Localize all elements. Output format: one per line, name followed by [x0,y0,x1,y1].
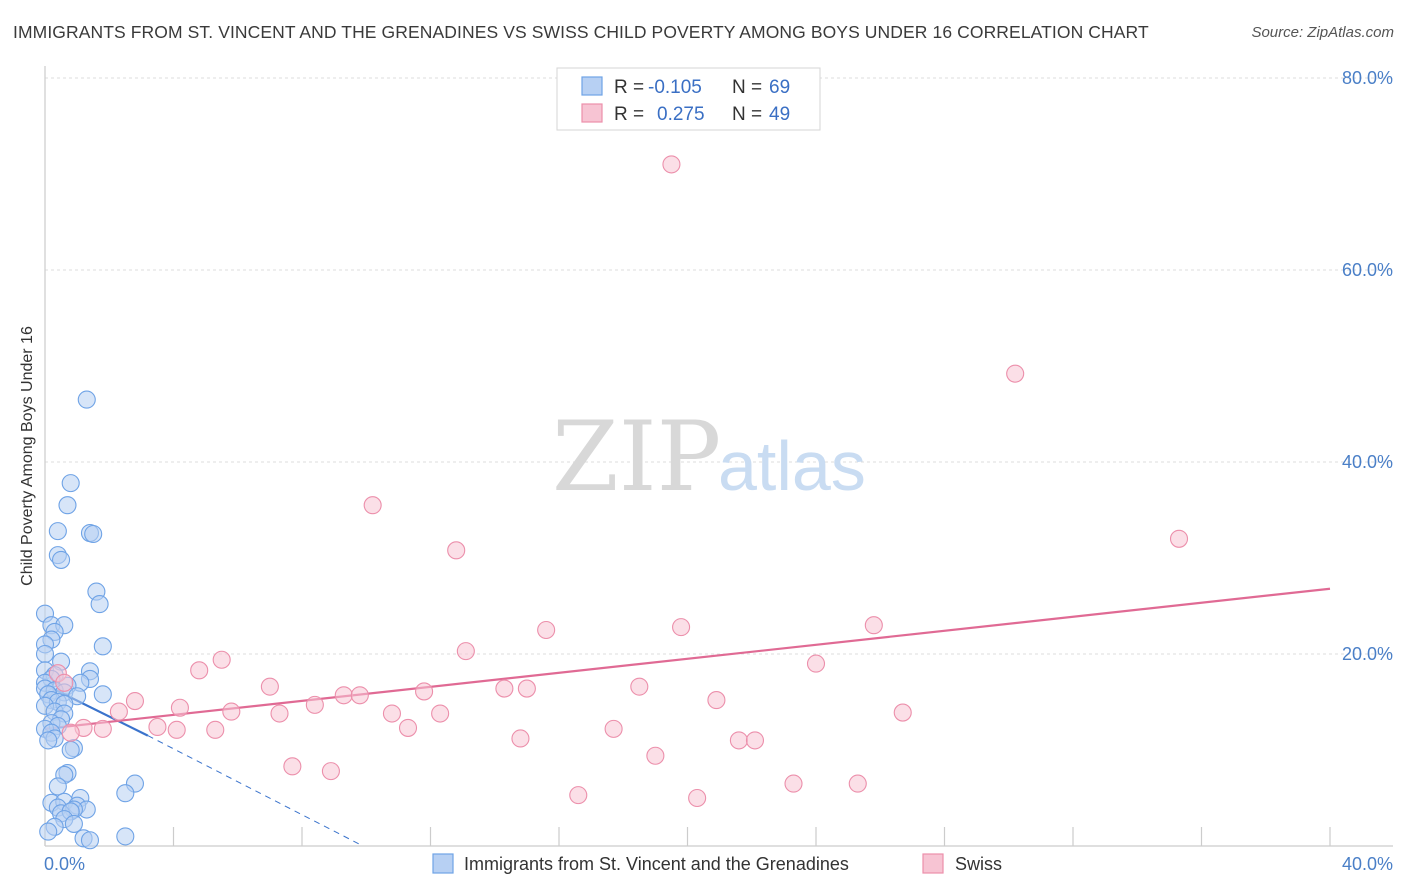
point-series1-3 [1169,529,1189,548]
point-series0-52 [116,784,135,803]
point-series1-9 [212,650,231,669]
point-series1-4 [447,541,466,560]
point-series0-9 [90,595,109,614]
point-series1-47 [688,788,707,808]
watermark-atlas: atlas [718,427,866,505]
point-series0-45 [39,731,58,750]
point-series1-0 [662,155,681,174]
point-series0-47 [61,740,80,760]
point-series1-13 [55,673,74,692]
point-series1-42 [283,757,302,776]
point-series0-16 [93,637,112,656]
point-series0-63 [64,814,83,833]
legend-swatch-blue [581,76,603,96]
legend-n-label-pink: N = [732,104,762,125]
point-series1-40 [745,731,765,750]
chart-source: Source: ZipAtlas.com [1251,24,1394,41]
point-series1-17 [630,677,649,696]
point-series1-32 [93,719,112,738]
point-series1-2 [363,496,382,515]
point-series1-48 [61,723,80,742]
point-series0-5 [84,524,103,544]
bottom-legend-label-pink: Swiss [955,854,1002,874]
point-series1-19 [334,686,353,705]
point-series1-22 [707,691,726,710]
watermark-zip: ZIP [552,401,721,513]
bottom-legend-swatch-blue [432,853,454,874]
point-series1-7 [864,616,883,635]
trend-line-pink [44,587,1331,730]
point-series1-18 [415,682,434,701]
y-tick-label-0: 20.0% [1342,644,1393,664]
bottom-legend-label-blue: Immigrants from St. Vincent and the Gren… [464,854,849,874]
legend-r-label-blue: R = [614,77,644,98]
point-series0-50 [48,777,67,796]
point-series1-33 [148,717,167,737]
legend-n-value-pink: 49 [769,104,790,125]
legend-r-label-pink: R = [614,104,644,125]
point-series1-1 [1006,364,1025,383]
point-series1-38 [511,729,530,748]
legend: R = -0.105 N = 69 R = 0.275 N = 49 [556,67,821,131]
point-series1-5 [537,620,556,640]
point-series1-44 [784,774,803,793]
point-series1-43 [321,762,340,781]
point-series1-36 [398,718,418,737]
y-tick-label-1: 40.0% [1342,452,1393,472]
point-series1-39 [729,731,748,750]
point-series0-68 [39,822,58,841]
point-series1-35 [206,720,225,739]
point-series0-66 [116,827,135,846]
tick-labels: 20.0% 40.0% 60.0% 80.0% 0.0% 40.0% [44,68,1393,874]
x-tick-label-0: 0.0% [44,854,85,874]
chart-title: IMMIGRANTS FROM ST. VINCENT AND THE GREN… [13,22,1149,42]
legend-r-value-blue: -0.105 [648,77,702,98]
point-series1-16 [517,679,536,698]
point-series1-46 [569,786,588,805]
legend-n-label-blue: N = [732,77,762,98]
point-series1-37 [604,719,623,738]
point-series0-0 [77,390,96,409]
bottom-legend: Immigrants from St. Vincent and the Gren… [432,853,1002,874]
point-series1-41 [646,746,665,765]
legend-r-value-pink: 0.275 [657,104,705,125]
point-series1-14 [260,677,279,696]
point-series1-20 [350,686,369,705]
bottom-legend-swatch-pink [922,853,944,874]
point-series1-28 [431,704,450,723]
grid-lines [45,77,1393,655]
point-series1-25 [222,702,241,721]
point-series1-30 [109,702,128,721]
legend-swatch-pink [581,103,603,123]
legend-n-value-blue: 69 [769,77,790,98]
point-series1-6 [672,618,691,637]
point-series1-15 [495,679,514,698]
point-series1-34 [167,720,186,739]
point-series1-23 [170,698,189,717]
trend-line-blue-extension [147,735,364,847]
point-series0-2 [58,496,77,515]
y-tick-label-2: 60.0% [1342,260,1393,280]
point-series1-11 [190,661,209,680]
point-series1-24 [305,695,324,714]
point-series0-3 [48,522,67,541]
watermark: ZIP atlas [552,401,866,513]
point-series0-7 [52,550,71,569]
axes [44,66,1393,847]
point-series1-8 [456,642,475,661]
x-tick-label-1: 40.0% [1342,854,1393,874]
y-tick-label-3: 80.0% [1342,68,1393,88]
data-points [35,155,1189,850]
point-series0-1 [61,474,80,493]
point-series1-21 [125,691,144,711]
point-series1-29 [893,703,912,722]
point-series1-27 [382,704,402,723]
point-series0-32 [93,685,112,704]
point-series0-65 [80,831,100,850]
point-series1-45 [848,774,867,793]
point-series1-26 [270,704,289,723]
point-series1-10 [806,654,826,673]
point-series0-17 [35,644,55,664]
